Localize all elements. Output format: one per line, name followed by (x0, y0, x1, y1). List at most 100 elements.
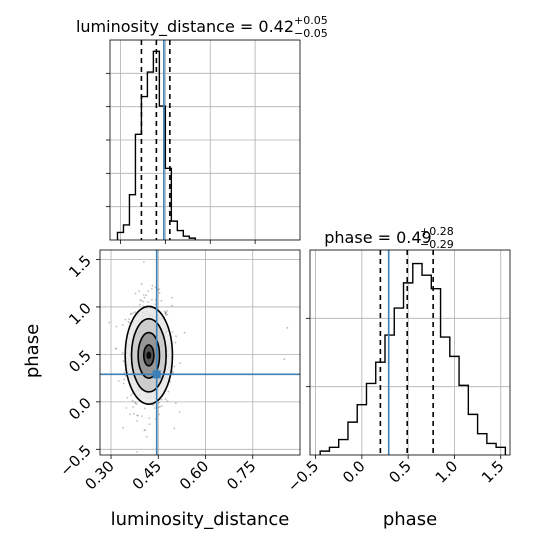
ld-title-plus: +0.05 (294, 14, 328, 27)
scatter-point (143, 429, 146, 432)
phase-title: phase = 0.49 (324, 228, 431, 247)
scatter-point (157, 288, 159, 291)
scatter-point (136, 420, 139, 422)
scatter-point (172, 370, 174, 373)
scatter-point (163, 310, 166, 313)
scatter-point (127, 320, 130, 323)
scatter-point (183, 331, 186, 334)
scatter-point (173, 365, 176, 368)
scatter-point (122, 426, 124, 429)
joint-frame (99, 249, 301, 456)
scatter-point (165, 311, 167, 314)
x-tick-label-ld: 0.30 (82, 457, 118, 493)
joint-plot-area (100, 250, 300, 455)
scatter-point (132, 406, 135, 408)
x-tick-label-phase: 0.0 (339, 457, 369, 487)
y-tick-label-phase: 0.0 (65, 394, 95, 424)
scatter-point (164, 311, 167, 314)
scatter-point (175, 335, 178, 338)
scatter-point (115, 347, 117, 350)
scatter-point (173, 427, 176, 430)
scatter-point (158, 292, 161, 294)
scatter-point (151, 298, 153, 301)
scatter-point (144, 407, 146, 410)
scatter-point (114, 347, 117, 350)
scatter-point (158, 288, 160, 290)
scatter-point (286, 326, 289, 329)
scatter-point (124, 374, 127, 377)
contour-line-2 (137, 331, 161, 379)
scatter-point (171, 331, 174, 333)
x-tick-label-ld: 0.45 (129, 457, 165, 493)
scatter-point (166, 400, 169, 402)
scatter-point (122, 360, 125, 363)
scatter-point (174, 402, 177, 405)
scatter-point (164, 312, 167, 315)
y-tick-label-phase: 1.5 (65, 252, 95, 282)
phase-title-main: phase = 0.49 (324, 228, 431, 247)
scatter-point (171, 304, 173, 307)
scatter-point (132, 312, 135, 315)
scatter-point (143, 261, 145, 263)
ld-title-main: luminosity_distance = 0.42 (76, 17, 294, 37)
joint-scatter-contour-panel: 0.30 0.45 0.60 0.75−0.50.00.51.01.5 (56, 249, 301, 493)
y-tick-label-phase: 1.0 (65, 299, 95, 329)
scatter-point (165, 312, 167, 315)
scatter-point (160, 398, 163, 401)
scatter-point (164, 398, 167, 400)
scatter-point (136, 414, 139, 417)
scatter-point (123, 371, 126, 374)
x-axis-label-phase: phase (383, 509, 437, 530)
scatter-point (138, 290, 140, 293)
scatter-point (129, 413, 131, 416)
scatter-point (142, 300, 145, 303)
scatter-point (283, 358, 286, 361)
scatter-point (122, 382, 125, 385)
scatter-point (117, 380, 120, 382)
scatter-point (135, 403, 138, 405)
scatter-point (130, 394, 133, 397)
scatter-point (148, 423, 151, 426)
scatter-point (142, 294, 145, 296)
y-tick-label-phase: 0.5 (65, 346, 95, 376)
scatter-point (144, 429, 147, 431)
scatter-point (143, 296, 146, 299)
ld-plot-area (110, 40, 300, 240)
scatter-point (179, 362, 182, 365)
x-axis-label-ld: luminosity_distance (111, 509, 290, 530)
scatter-point (166, 313, 169, 316)
scatter-point (145, 294, 148, 297)
x-tick-label-phase: 1.5 (478, 457, 508, 487)
scatter-point (128, 318, 130, 321)
scatter-point (130, 312, 133, 315)
scatter-point (129, 313, 132, 315)
contour-line-0 (124, 305, 174, 406)
contour-line-1 (130, 318, 167, 393)
ld-title: luminosity_distance = 0.42 (76, 17, 294, 37)
scatter-point (159, 405, 161, 408)
scatter-point (140, 299, 143, 302)
luminosity-distance-histogram-panel (106, 39, 301, 244)
phase-histogram-panel: −0.5 0.0 0.5 1.0 1.5 (284, 249, 511, 496)
scatter-point (166, 310, 168, 312)
x-tick-label-phase: 1.0 (432, 457, 462, 487)
scatter-point (134, 292, 137, 295)
scatter-point (141, 415, 143, 417)
y-axis-label-phase: phase (22, 324, 43, 378)
scatter-point (152, 404, 155, 406)
x-tick-label-phase: 0.5 (385, 457, 415, 487)
phase-plot-area (310, 250, 510, 455)
phase-frame (309, 249, 511, 456)
scatter-point (115, 325, 118, 328)
scatter-point (151, 284, 154, 287)
x-tick-label-phase: −0.5 (284, 457, 322, 495)
scatter-point (153, 407, 156, 409)
scatter-point (146, 301, 149, 303)
scatter-point (123, 378, 126, 381)
scatter-point (121, 324, 124, 326)
contour-fill-4 (146, 351, 152, 360)
scatter-point (139, 303, 141, 306)
contour-line-3 (142, 344, 155, 367)
scatter-point (126, 397, 129, 399)
